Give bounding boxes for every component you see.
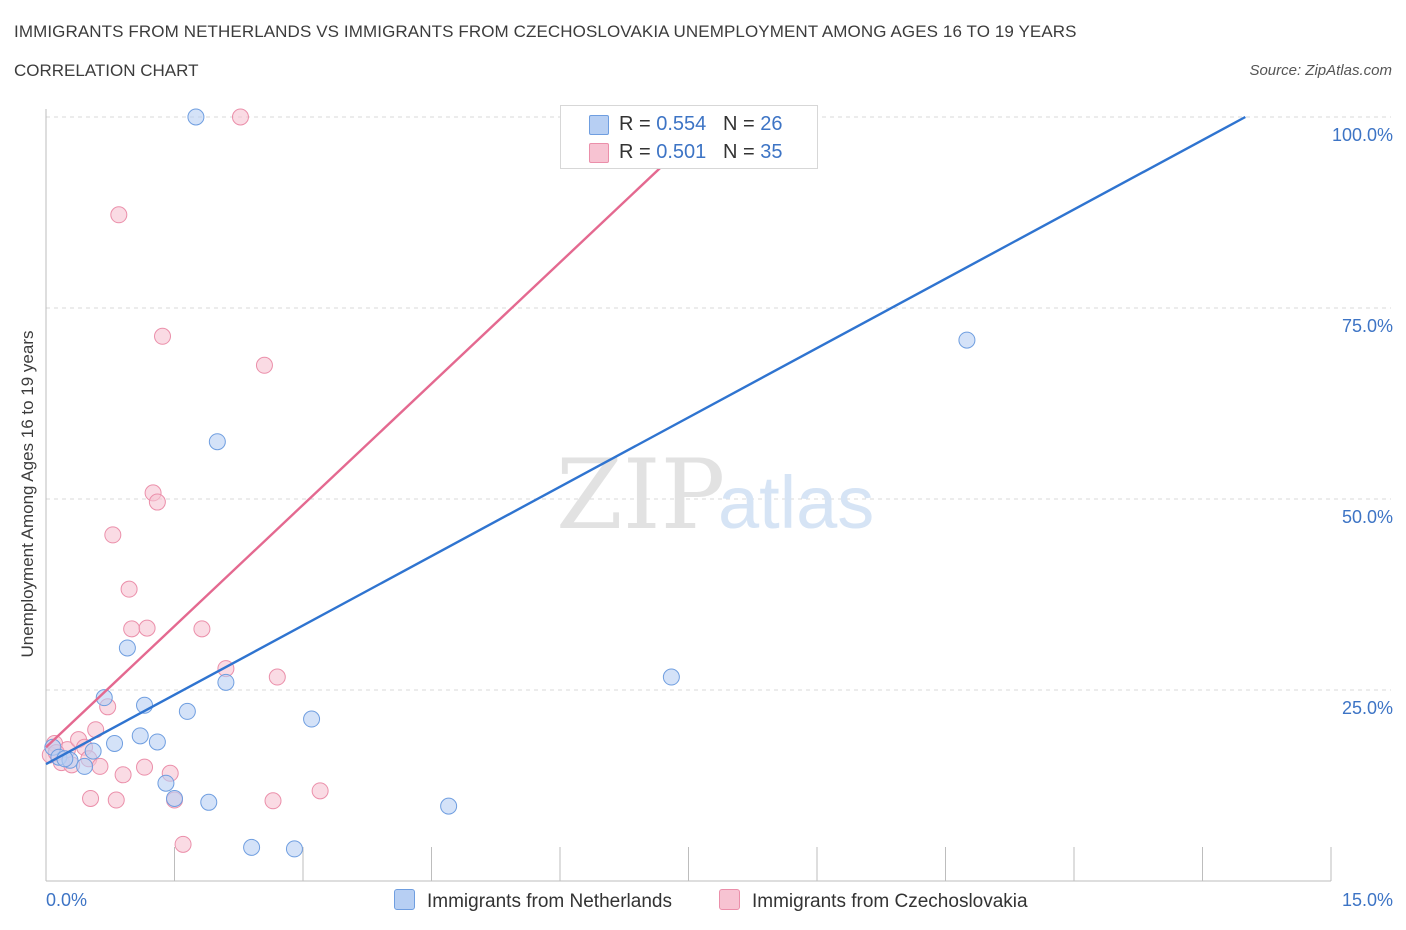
point-netherlands	[178, 702, 196, 720]
point-netherlands	[131, 727, 149, 745]
trend-line-netherlands	[45, 115, 1246, 766]
point-netherlands	[958, 331, 976, 349]
point-czechoslovakia	[231, 108, 249, 126]
chart-subtitle: CORRELATION CHART	[14, 61, 199, 80]
point-netherlands	[157, 774, 175, 792]
point-czechoslovakia	[193, 620, 211, 638]
chart-title: IMMIGRANTS FROM NETHERLANDS VS IMMIGRANT…	[14, 22, 1077, 41]
point-czechoslovakia	[123, 620, 141, 638]
stats-legend: R = 0.554 N = 26 R = 0.501 N = 35	[560, 105, 818, 169]
point-czechoslovakia	[255, 356, 273, 374]
point-czechoslovakia	[114, 766, 132, 784]
legend-label-czechoslovakia: Immigrants from Czechoslovakia	[752, 891, 1028, 912]
point-netherlands	[440, 797, 458, 815]
scatter-points	[41, 108, 976, 858]
point-czechoslovakia	[264, 792, 282, 810]
legend-row-czechoslovakia: R = 0.501 N = 35	[619, 141, 782, 164]
point-netherlands	[118, 639, 136, 657]
point-czechoslovakia	[82, 789, 100, 807]
point-netherlands	[95, 689, 113, 707]
watermark: ZIP atlas	[556, 439, 874, 551]
point-czechoslovakia	[110, 206, 128, 224]
point-czechoslovakia	[311, 782, 329, 800]
legend-row-netherlands: R = 0.554 N = 26	[619, 113, 782, 136]
legend-r-label: R =	[619, 141, 657, 163]
watermark-zip: ZIP	[556, 439, 725, 551]
point-czechoslovakia	[148, 493, 166, 511]
legend-swatch-netherlands	[589, 115, 609, 135]
point-netherlands	[106, 734, 124, 752]
point-netherlands	[303, 710, 321, 728]
legend-swatch-czechoslovakia	[719, 889, 740, 910]
point-czechoslovakia	[136, 758, 154, 776]
point-netherlands	[208, 433, 226, 451]
bottom-legend-czechoslovakia: Immigrants from Czechoslovakia	[719, 889, 1028, 913]
point-netherlands	[187, 108, 205, 126]
point-netherlands	[243, 838, 261, 856]
legend-label-netherlands: Immigrants from Netherlands	[427, 891, 672, 912]
point-czechoslovakia	[174, 835, 192, 853]
y-axis-label: Unemployment Among Ages 16 to 19 years	[18, 330, 37, 658]
point-czechoslovakia	[120, 580, 138, 598]
legend-r-label: R =	[619, 113, 657, 135]
y-tick-label: 100.0%	[1332, 125, 1393, 145]
point-czechoslovakia	[91, 757, 109, 775]
legend-n-label: N =	[722, 141, 761, 163]
legend-n-label: N =	[722, 113, 761, 135]
point-czechoslovakia	[104, 526, 122, 544]
point-czechoslovakia	[138, 619, 156, 637]
y-tick-label: 50.0%	[1342, 507, 1393, 527]
gridlines	[46, 116, 1391, 691]
x-tick-label-min: 0.0%	[46, 890, 88, 910]
point-czechoslovakia	[107, 791, 125, 809]
point-netherlands	[76, 757, 94, 775]
legend-r-value: 0.554	[656, 113, 707, 135]
source-label: Source: ZipAtlas.com	[1249, 62, 1392, 79]
legend-swatch-czechoslovakia	[589, 143, 609, 163]
x-tick-label-max: 15.0%	[1341, 890, 1393, 910]
point-czechoslovakia	[268, 668, 286, 686]
y-tick-label: 25.0%	[1342, 698, 1393, 718]
y-tick-labels: 25.0% 50.0% 75.0% 100.0%	[1332, 125, 1393, 718]
point-netherlands	[662, 668, 680, 686]
point-czechoslovakia	[154, 327, 172, 345]
point-netherlands	[148, 733, 166, 751]
point-netherlands	[84, 742, 102, 760]
point-netherlands	[200, 793, 218, 811]
legend-swatch-netherlands	[394, 889, 415, 910]
point-netherlands	[166, 789, 183, 807]
legend-n-value: 26	[760, 113, 783, 135]
y-tick-label: 75.0%	[1342, 316, 1393, 336]
point-netherlands	[217, 673, 235, 691]
trend-line-czechoslovakia	[45, 116, 716, 749]
trend-lines	[45, 115, 1246, 766]
point-netherlands	[285, 840, 303, 858]
bottom-legend-netherlands: Immigrants from Netherlands	[394, 889, 672, 913]
legend-n-value: 35	[760, 141, 783, 163]
legend-r-value: 0.501	[656, 141, 707, 163]
watermark-atlas: atlas	[718, 461, 874, 544]
